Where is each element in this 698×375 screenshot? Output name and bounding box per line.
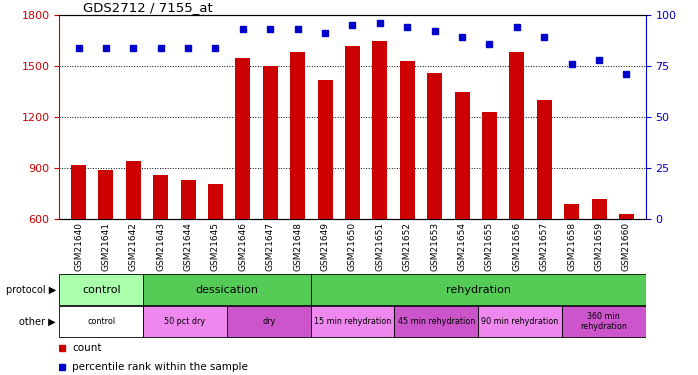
Text: GSM21648: GSM21648 xyxy=(293,222,302,271)
Bar xyxy=(454,92,470,219)
Text: GSM21651: GSM21651 xyxy=(376,222,385,271)
Text: GSM21650: GSM21650 xyxy=(348,222,357,271)
Bar xyxy=(427,73,443,219)
Text: GSM21641: GSM21641 xyxy=(101,222,110,271)
Text: control: control xyxy=(82,285,121,295)
Text: GSM21660: GSM21660 xyxy=(622,222,631,271)
Text: GSM21658: GSM21658 xyxy=(567,222,576,271)
Text: GSM21640: GSM21640 xyxy=(74,222,83,271)
Bar xyxy=(143,306,227,337)
Text: rehydration: rehydration xyxy=(445,285,511,295)
Text: GSM21643: GSM21643 xyxy=(156,222,165,271)
Bar xyxy=(262,66,278,219)
Bar xyxy=(235,58,251,219)
Bar xyxy=(311,274,646,305)
Bar xyxy=(537,100,552,219)
Text: GSM21656: GSM21656 xyxy=(512,222,521,271)
Text: 50 pct dry: 50 pct dry xyxy=(165,317,205,326)
Bar xyxy=(564,204,579,219)
Text: protocol ▶: protocol ▶ xyxy=(6,285,56,295)
Text: 360 min
rehydration: 360 min rehydration xyxy=(580,312,628,331)
Text: GSM21642: GSM21642 xyxy=(129,222,138,271)
Bar xyxy=(181,180,195,219)
Bar xyxy=(208,184,223,219)
Bar xyxy=(478,306,562,337)
Text: GSM21644: GSM21644 xyxy=(184,222,193,271)
Text: other ▶: other ▶ xyxy=(20,316,56,327)
Text: GSM21655: GSM21655 xyxy=(485,222,494,271)
Bar xyxy=(59,306,143,337)
Bar xyxy=(591,199,607,219)
Text: control: control xyxy=(87,317,115,326)
Bar xyxy=(126,162,141,219)
Bar xyxy=(345,46,360,219)
Bar xyxy=(372,40,387,219)
Text: GSM21647: GSM21647 xyxy=(266,222,275,271)
Bar xyxy=(482,112,497,219)
Bar xyxy=(394,306,478,337)
Text: count: count xyxy=(72,343,102,353)
Bar xyxy=(510,53,524,219)
Text: GSM21652: GSM21652 xyxy=(403,222,412,271)
Bar xyxy=(98,170,114,219)
Bar xyxy=(153,175,168,219)
Text: 15 min rehydration: 15 min rehydration xyxy=(314,317,391,326)
Bar xyxy=(227,306,311,337)
Text: GSM21645: GSM21645 xyxy=(211,222,220,271)
Bar xyxy=(59,274,143,305)
Text: GSM21649: GSM21649 xyxy=(320,222,329,271)
Text: GSM21659: GSM21659 xyxy=(595,222,604,271)
Text: GSM21654: GSM21654 xyxy=(458,222,466,271)
Bar xyxy=(318,80,333,219)
Text: dessication: dessication xyxy=(195,285,258,295)
Bar xyxy=(143,274,311,305)
Bar xyxy=(562,306,646,337)
Bar xyxy=(290,53,305,219)
Bar xyxy=(400,61,415,219)
Text: GDS2712 / 7155_at: GDS2712 / 7155_at xyxy=(83,1,212,14)
Text: percentile rank within the sample: percentile rank within the sample xyxy=(72,362,248,372)
Text: GSM21653: GSM21653 xyxy=(430,222,439,271)
Text: GSM21657: GSM21657 xyxy=(540,222,549,271)
Text: 90 min rehydration: 90 min rehydration xyxy=(482,317,558,326)
Bar xyxy=(71,165,86,219)
Text: 45 min rehydration: 45 min rehydration xyxy=(398,317,475,326)
Bar xyxy=(619,214,634,219)
Text: dry: dry xyxy=(262,317,275,326)
Bar xyxy=(311,306,394,337)
Text: GSM21646: GSM21646 xyxy=(239,222,247,271)
